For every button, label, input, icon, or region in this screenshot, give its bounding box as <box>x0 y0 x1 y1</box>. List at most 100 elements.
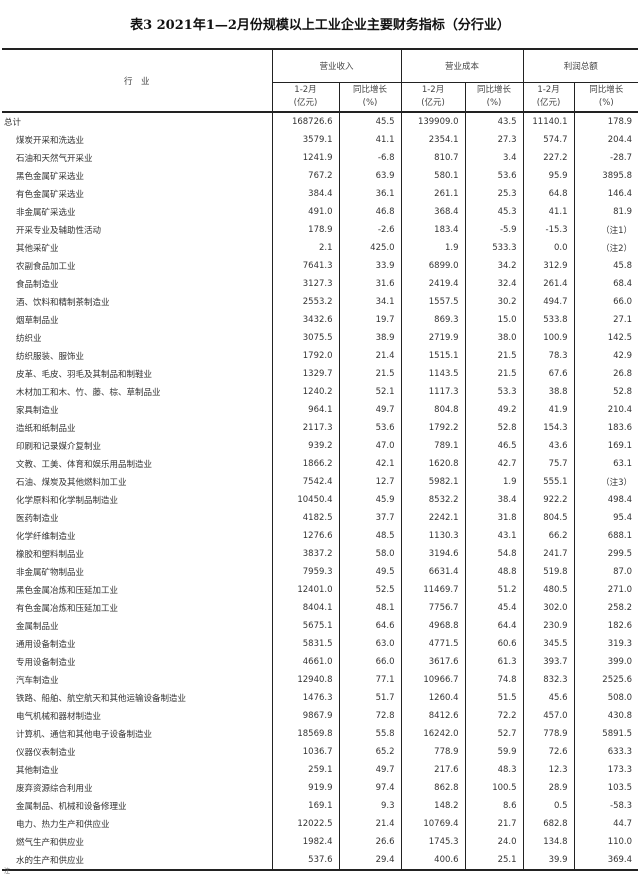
cost-value: 10769.4 <box>401 815 466 833</box>
industry-name: 造纸和纸制品业 <box>2 419 273 437</box>
industry-name: 燃气生产和供应业 <box>2 833 273 851</box>
industry-name: 仪器仪表制造业 <box>2 743 273 761</box>
revenue-growth: 29.4 <box>339 851 402 871</box>
cost-value: 1515.1 <box>401 347 466 365</box>
profit-growth: -58.3 <box>610 801 633 811</box>
profit-value: 393.7 <box>523 653 575 671</box>
cost-value: 8412.6 <box>401 707 466 725</box>
revenue-value: 767.2 <box>272 167 340 185</box>
cost-growth: 51.5 <box>465 689 524 707</box>
profit-growth: 258.2 <box>607 603 633 613</box>
table-row: 开采专业及辅助性活动 178.9 -2.6 183.4 -5.9 -15.3 （注1） <box>2 221 638 239</box>
profit-value: 227.2 <box>523 149 575 167</box>
revenue-growth: 49.5 <box>339 563 402 581</box>
cost-growth: 52.8 <box>465 419 524 437</box>
revenue-growth: 45.5 <box>339 112 402 131</box>
revenue-value: 178.9 <box>272 221 340 239</box>
header-value: 1-2月 (亿元) <box>401 82 466 113</box>
profit-value: 41.9 <box>523 401 575 419</box>
table-row: 其他制造业 259.1 49.7 217.6 48.3 12.3 173.3 <box>2 761 638 779</box>
revenue-growth: 33.9 <box>339 257 402 275</box>
cost-value: 778.9 <box>401 743 466 761</box>
profit-growth: 183.6 <box>607 423 633 433</box>
industry-name: 黑色金属冶炼和压延加工业 <box>2 581 273 599</box>
cost-value: 4968.8 <box>401 617 466 635</box>
revenue-growth: 41.1 <box>339 131 402 149</box>
cost-value: 16242.0 <box>401 725 466 743</box>
cost-growth: 38.4 <box>465 491 524 509</box>
revenue-growth: 64.6 <box>339 617 402 635</box>
revenue-value: 537.6 <box>272 851 340 871</box>
table-row: 化学纤维制造业 1276.6 48.5 1130.3 43.1 66.2 688.1 <box>2 527 638 545</box>
revenue-growth: 55.8 <box>339 725 402 743</box>
cost-growth: 60.6 <box>465 635 524 653</box>
profit-value: 682.8 <box>523 815 575 833</box>
header-revenue: 营业收入 <box>272 48 402 83</box>
profit-value: 95.9 <box>523 167 575 185</box>
revenue-value: 3075.5 <box>272 329 340 347</box>
cost-growth: 49.2 <box>465 401 524 419</box>
table-row: 金属制品、机械和设备修理业 169.1 9.3 148.2 8.6 0.5 -58.3 <box>2 797 638 815</box>
industry-name: 有色金属矿采选业 <box>2 185 273 203</box>
revenue-value: 9867.9 <box>272 707 340 725</box>
header-value: 1-2月 (亿元) <box>523 82 575 113</box>
header-growth: 同比增长 (%) <box>574 82 639 113</box>
revenue-value: 7641.3 <box>272 257 340 275</box>
table-row: 化学原料和化学制品制造业 10450.4 45.9 8532.2 38.4 922.2 49… <box>2 491 638 509</box>
cost-growth: 52.7 <box>465 725 524 743</box>
profit-growth: （注1） <box>601 226 633 236</box>
revenue-value: 2.1 <box>272 239 340 257</box>
table-row: 纺织业 3075.5 38.9 2719.9 38.0 100.9 142.5 <box>2 329 638 347</box>
profit-growth: 142.5 <box>607 333 633 343</box>
profit-growth: 146.4 <box>607 189 633 199</box>
profit-value: 804.5 <box>523 509 575 527</box>
profit-growth: -28.7 <box>610 153 633 163</box>
profit-growth: 633.3 <box>607 747 633 757</box>
profit-value: 574.7 <box>523 131 575 149</box>
industry-name: 专用设备制造业 <box>2 653 273 671</box>
table-row: 橡胶和塑料制品业 3837.2 58.0 3194.6 54.8 241.7 299.5 <box>2 545 638 563</box>
table-row: 废弃资源综合利用业 919.9 97.4 862.8 100.5 28.9 103.5 <box>2 779 638 797</box>
revenue-value: 1792.0 <box>272 347 340 365</box>
cost-growth: 3.4 <box>465 149 524 167</box>
cost-growth: 32.4 <box>465 275 524 293</box>
table-row: 有色金属矿采选业 384.4 36.1 261.1 25.3 64.8 146.4 <box>2 185 638 203</box>
cost-value: 810.7 <box>401 149 466 167</box>
revenue-value: 2553.2 <box>272 293 340 311</box>
cost-value: 3617.6 <box>401 653 466 671</box>
table-row: 家具制造业 964.1 49.7 804.8 49.2 41.9 210.4 <box>2 401 638 419</box>
table-row: 水的生产和供应业 537.6 29.4 400.6 25.1 39.9 369.4 <box>2 851 639 871</box>
revenue-growth: 12.7 <box>339 473 402 491</box>
cost-value: 1620.8 <box>401 455 466 473</box>
profit-value: 67.6 <box>523 365 575 383</box>
revenue-growth: 63.0 <box>339 635 402 653</box>
profit-value: 0.5 <box>523 797 575 815</box>
industry-name: 农副食品加工业 <box>2 257 273 275</box>
profit-growth: 81.9 <box>613 207 633 217</box>
profit-growth: 87.0 <box>613 567 633 577</box>
table-row: 汽车制造业 12940.8 77.1 10966.7 74.8 832.3 2525.6 <box>2 671 638 689</box>
profit-value: 45.6 <box>523 689 575 707</box>
cost-value: 261.1 <box>401 185 466 203</box>
cost-value: 804.8 <box>401 401 466 419</box>
cost-growth: 64.4 <box>465 617 524 635</box>
revenue-growth: 58.0 <box>339 545 402 563</box>
profit-value: 72.6 <box>523 743 575 761</box>
cost-value: 11469.7 <box>401 581 466 599</box>
revenue-value: 3837.2 <box>272 545 340 563</box>
cost-growth: -5.9 <box>465 221 524 239</box>
cost-value: 368.4 <box>401 203 466 221</box>
cost-growth: 24.0 <box>465 833 524 851</box>
revenue-growth: 48.1 <box>339 599 402 617</box>
profit-growth: 44.7 <box>613 819 633 829</box>
cost-value: 2719.9 <box>401 329 466 347</box>
cost-growth: 53.6 <box>465 167 524 185</box>
profit-growth: 66.0 <box>613 297 633 307</box>
cost-growth: 43.1 <box>465 527 524 545</box>
industry-name: 石油、煤炭及其他燃料加工业 <box>2 473 273 491</box>
revenue-value: 10450.4 <box>272 491 340 509</box>
profit-growth: 178.9 <box>607 117 633 127</box>
industry-name: 通用设备制造业 <box>2 635 273 653</box>
profit-value: 100.9 <box>523 329 575 347</box>
cost-growth: 54.8 <box>465 545 524 563</box>
